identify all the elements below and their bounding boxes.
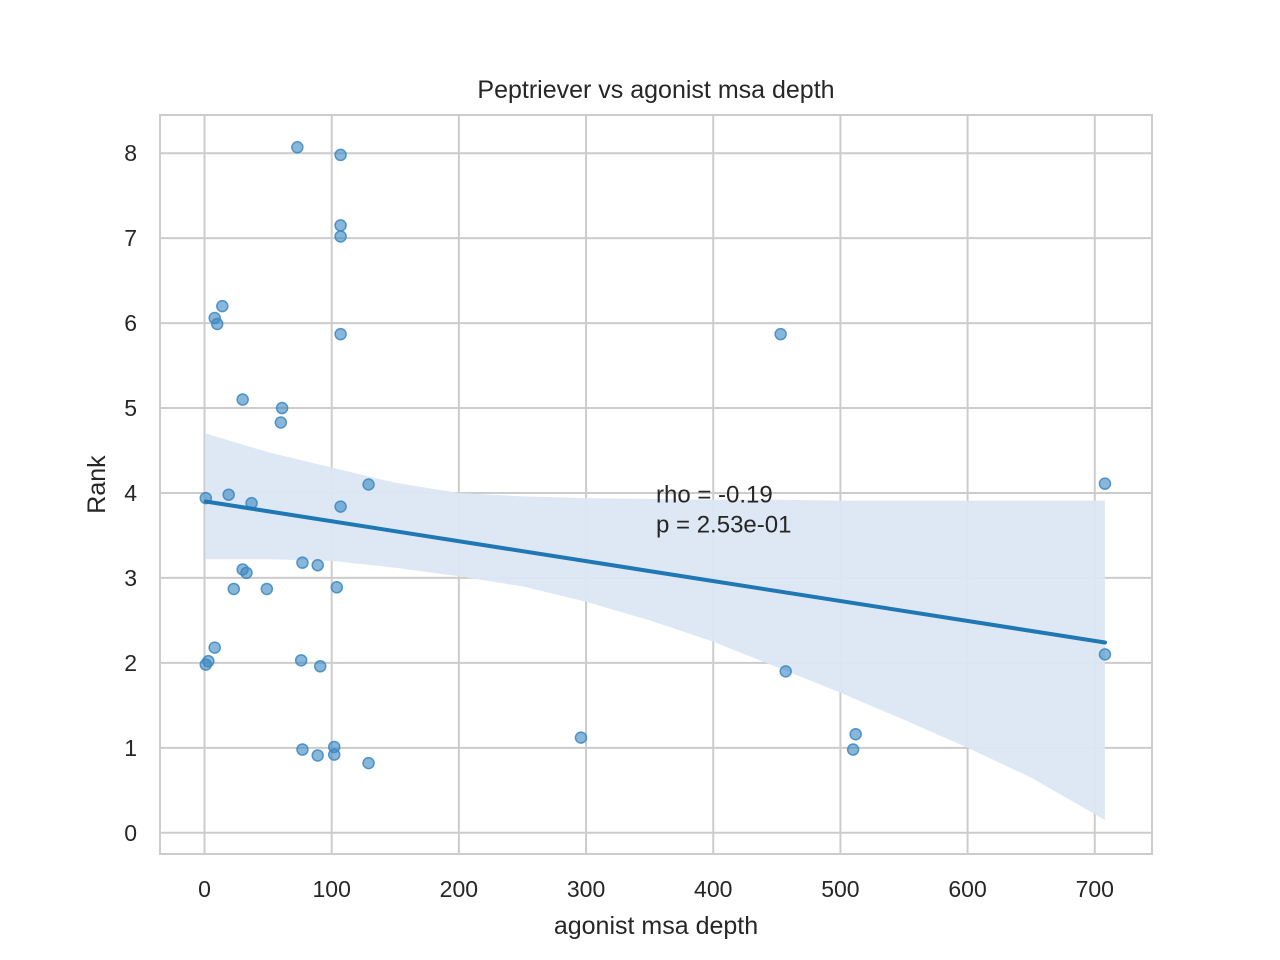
y-tick-label: 0	[124, 820, 137, 846]
confidence-band-layer	[205, 433, 1105, 820]
x-tick-label: 0	[198, 876, 211, 902]
y-tick-label: 3	[124, 565, 137, 591]
scatter-point	[330, 581, 344, 594]
x-tick-label: 700	[1076, 876, 1114, 902]
scatter-point	[260, 582, 274, 596]
plot-frame	[159, 114, 1153, 855]
y-tick-label: 1	[124, 735, 137, 761]
y-axis-title: Rank	[83, 455, 111, 514]
y-tick-label: 2	[124, 650, 137, 676]
scatter-point	[311, 558, 324, 572]
scatter-point	[240, 566, 253, 580]
x-tick-label: 200	[440, 876, 478, 902]
y-tick-labels: 0 1 2 3 4 5 6 7 8	[124, 140, 137, 846]
scatter-point	[296, 556, 309, 569]
scatter-point	[774, 327, 787, 341]
x-tick-labels: 0 100 200 300 400 500 600 700	[198, 876, 1114, 902]
scatter-point	[296, 743, 309, 756]
scatter-point	[362, 756, 375, 770]
scatter-point	[334, 327, 347, 341]
chart-title: Peptriever vs agonist msa depth	[477, 76, 834, 104]
scatter-point	[313, 660, 327, 673]
y-tick-label: 8	[124, 140, 137, 166]
scatter-point	[210, 317, 224, 331]
scatter-point	[222, 488, 235, 501]
regression-layer	[203, 499, 1107, 645]
scatter-point	[274, 416, 288, 429]
x-axis-title: agonist msa depth	[554, 912, 758, 940]
x-tick-label: 500	[821, 876, 859, 902]
scatter-point	[849, 727, 862, 741]
x-tick-label: 600	[948, 876, 986, 902]
regression-line	[203, 499, 1107, 645]
scatter-point	[334, 230, 347, 243]
scatter-point	[199, 658, 213, 671]
p-value-annotation: p = 2.53e-01	[656, 512, 791, 539]
scatter-point	[294, 654, 308, 667]
y-tick-label: 6	[124, 310, 137, 336]
scatter-point	[275, 401, 289, 415]
scatter-point	[236, 393, 249, 406]
scatter-point	[1098, 477, 1112, 490]
scatter-point	[291, 141, 304, 154]
y-tick-label: 4	[124, 480, 137, 506]
scatter-point	[334, 148, 347, 162]
x-tick-label: 100	[313, 876, 351, 902]
scatter-point	[208, 641, 221, 654]
y-tick-label: 7	[124, 225, 137, 251]
y-tick-label: 5	[124, 395, 137, 421]
scatter-point	[574, 731, 588, 744]
scatter-point	[334, 500, 347, 513]
scatter-points	[199, 141, 1112, 770]
confidence-band	[205, 433, 1105, 820]
scatter-point	[362, 478, 375, 491]
scatter-point	[216, 299, 229, 313]
x-tick-label: 300	[567, 876, 605, 902]
scatter-point	[227, 582, 241, 596]
scatter-point	[1098, 648, 1112, 661]
scatter-point	[334, 219, 347, 232]
scatter-point	[327, 748, 341, 761]
scatter-point	[311, 749, 324, 762]
scatter-point	[846, 743, 860, 756]
rho-annotation: rho = -0.19	[656, 482, 773, 509]
x-tick-label: 400	[694, 876, 732, 902]
scatter-point	[779, 665, 792, 678]
